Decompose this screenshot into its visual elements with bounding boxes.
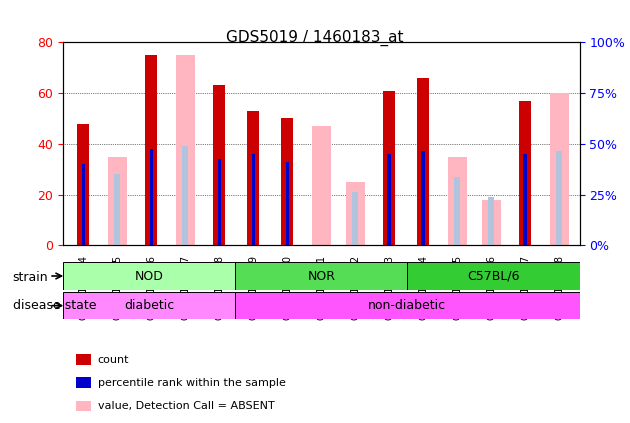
- Text: GDS5019 / 1460183_at: GDS5019 / 1460183_at: [226, 30, 404, 46]
- Text: strain: strain: [13, 271, 49, 283]
- Bar: [176, 55, 195, 245]
- Bar: [482, 200, 501, 245]
- Bar: [488, 197, 494, 245]
- Text: C57BL/6: C57BL/6: [467, 269, 520, 283]
- Text: NOR: NOR: [307, 269, 335, 283]
- Bar: [387, 154, 391, 245]
- Text: disease state: disease state: [13, 299, 96, 312]
- Bar: [108, 157, 127, 245]
- Bar: [217, 159, 221, 245]
- Bar: [417, 78, 429, 245]
- FancyBboxPatch shape: [235, 262, 408, 290]
- Bar: [149, 149, 153, 245]
- FancyBboxPatch shape: [63, 262, 235, 290]
- Bar: [383, 91, 395, 245]
- Bar: [448, 157, 467, 245]
- Bar: [77, 124, 89, 245]
- Bar: [524, 154, 527, 245]
- Text: count: count: [98, 354, 129, 365]
- Bar: [285, 162, 289, 245]
- Bar: [248, 111, 260, 245]
- FancyBboxPatch shape: [63, 292, 235, 319]
- Bar: [146, 55, 158, 245]
- Bar: [550, 93, 569, 245]
- Text: non-diabetic: non-diabetic: [369, 299, 447, 312]
- Bar: [352, 192, 358, 245]
- Bar: [519, 101, 531, 245]
- Bar: [182, 146, 188, 245]
- Bar: [214, 85, 226, 245]
- Text: value, Detection Call = ABSENT: value, Detection Call = ABSENT: [98, 401, 275, 411]
- Text: NOD: NOD: [135, 269, 164, 283]
- Bar: [454, 177, 461, 245]
- Bar: [82, 164, 85, 245]
- Bar: [346, 182, 365, 245]
- FancyBboxPatch shape: [235, 292, 580, 319]
- Bar: [556, 151, 562, 245]
- Text: diabetic: diabetic: [124, 299, 175, 312]
- Text: percentile rank within the sample: percentile rank within the sample: [98, 378, 285, 388]
- Bar: [282, 118, 293, 245]
- FancyBboxPatch shape: [408, 262, 580, 290]
- Bar: [312, 126, 331, 245]
- Bar: [251, 154, 255, 245]
- Bar: [421, 151, 425, 245]
- Bar: [115, 174, 120, 245]
